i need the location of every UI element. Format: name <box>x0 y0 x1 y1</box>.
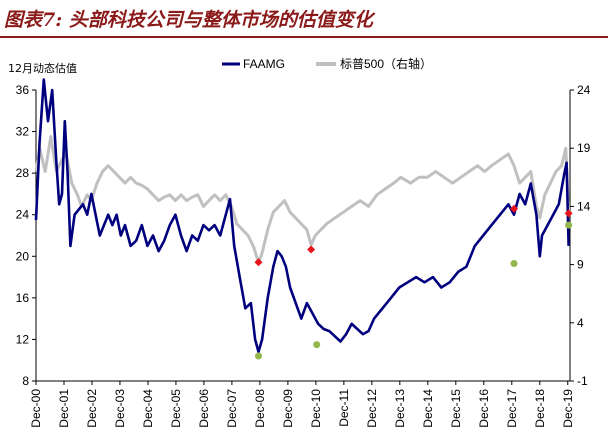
low-marker-circle <box>565 221 573 229</box>
y-tick-label: 8 <box>22 374 29 388</box>
y2-tick-label: 14 <box>577 199 591 213</box>
figure-title: 图表7: 头部科技公司与整体市场的估值变化 <box>4 9 373 31</box>
x-tick-label: Dec-09 <box>281 389 295 428</box>
x-tick-label: Dec-12 <box>365 389 379 428</box>
y-tick-label: 20 <box>16 249 30 263</box>
x-tick-label: Dec-00 <box>29 389 43 428</box>
x-tick-label: Dec-15 <box>449 389 463 428</box>
x-tick-label: Dec-01 <box>57 389 71 428</box>
low-marker-diamond <box>510 204 519 213</box>
legend: FAAMG 标普500（右轴） <box>222 56 432 71</box>
low-marker-circle <box>313 341 321 349</box>
x-tick-label: Dec-19 <box>561 389 575 428</box>
low-marker-circle <box>255 352 262 360</box>
y-axis-label: 12月动态估值 <box>8 62 77 75</box>
y2-tick-label: 24 <box>577 83 591 97</box>
x-tick-label: Dec-18 <box>533 389 547 428</box>
low-marker-diamond <box>564 209 573 218</box>
x-tick-label: Dec-02 <box>85 389 99 428</box>
x-tick-label: Dec-05 <box>169 389 183 428</box>
plot-area: 8 12 16 20 24 28 32 36 -1 4 9 14 19 24 Dec-00 Dec-01 Dec… <box>16 78 591 428</box>
y-tick-label: 36 <box>16 83 30 97</box>
x-tick-label: Dec-11 <box>337 389 351 427</box>
low-marker-diamond <box>307 245 316 254</box>
x-tick-label: Dec-06 <box>197 389 211 428</box>
y2-tick-label: 9 <box>577 258 584 272</box>
x-tick-label: Dec-04 <box>141 389 155 428</box>
x-tick-label: Dec-10 <box>309 389 323 428</box>
y2-tick-label: -1 <box>577 374 588 388</box>
legend-faamg-label: FAAMG <box>243 57 285 71</box>
faamg-line <box>34 78 570 354</box>
y-tick-label: 32 <box>16 125 30 139</box>
y-tick-label: 28 <box>16 166 30 180</box>
sp500-line <box>34 135 571 264</box>
legend-sp500-label: 标普500（右轴） <box>340 56 432 71</box>
y-tick-label: 16 <box>16 291 30 305</box>
low-marker-circle <box>510 260 518 268</box>
x-tick-label: Dec-16 <box>477 389 491 428</box>
y2-tick-label: 4 <box>577 316 584 330</box>
y-tick-label: 24 <box>16 208 30 222</box>
x-tick-label: Dec-14 <box>421 389 435 428</box>
x-tick-label: Dec-17 <box>505 389 519 428</box>
x-tick-label: Dec-03 <box>113 389 127 428</box>
low-marker-diamond <box>254 258 263 267</box>
x-tick-label: Dec-13 <box>393 389 407 428</box>
y-tick-label: 12 <box>16 332 30 346</box>
x-tick-label: Dec-08 <box>253 389 267 428</box>
y2-tick-label: 19 <box>577 141 591 155</box>
x-tick-label: Dec-07 <box>225 389 239 428</box>
title-rule <box>0 36 608 38</box>
